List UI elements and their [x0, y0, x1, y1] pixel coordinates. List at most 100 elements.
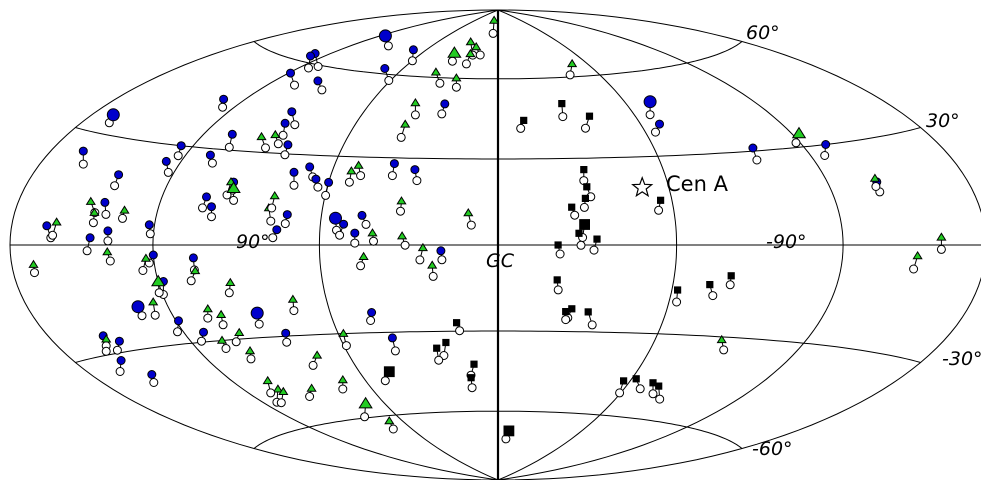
source-square — [558, 100, 566, 108]
coordinate-grid — [9, 9, 981, 480]
gc-label: GC — [486, 250, 515, 272]
open-circle-marker — [198, 203, 207, 213]
source-circle — [357, 210, 367, 220]
source-triangle — [337, 374, 348, 384]
open-circle-marker — [115, 367, 125, 376]
source-triangle — [226, 181, 241, 193]
open-circle-marker — [207, 158, 217, 168]
open-circle-marker — [466, 220, 476, 230]
source-circle — [199, 327, 208, 337]
source-triangle — [216, 335, 228, 344]
source-triangle — [148, 297, 159, 306]
open-circle-marker — [207, 212, 216, 222]
open-circle-marker — [261, 143, 270, 153]
open-circle-marker — [475, 50, 485, 60]
source-circle — [116, 356, 126, 365]
source-triangle — [102, 247, 113, 256]
source-circle — [148, 250, 158, 260]
source-triangle — [89, 207, 100, 216]
source-circle — [380, 64, 390, 73]
open-circle-marker — [267, 203, 277, 213]
cen-a-star-icon — [631, 175, 654, 198]
source-circle — [207, 202, 216, 212]
open-circle-marker — [173, 151, 183, 161]
open-circle-marker — [308, 360, 318, 370]
source-circle — [281, 328, 291, 338]
open-circle-marker — [344, 177, 354, 187]
open-circle-marker — [655, 394, 665, 404]
source-circle — [287, 107, 297, 117]
open-circle-marker — [725, 280, 735, 290]
open-circle-marker — [412, 176, 422, 186]
source-triangle — [353, 160, 364, 169]
source-triangle — [384, 416, 395, 425]
open-circle-marker — [341, 341, 351, 351]
source-circle — [219, 94, 229, 104]
open-circle-marker — [428, 271, 438, 281]
source-square — [568, 305, 576, 313]
open-circle-marker — [105, 256, 115, 266]
open-circle-marker — [555, 249, 565, 259]
source-triangle — [447, 46, 462, 58]
source-markers — [28, 15, 947, 444]
open-circle-marker — [356, 171, 366, 181]
source-triangle — [119, 205, 130, 214]
source-square — [620, 377, 628, 385]
source-triangle — [465, 37, 476, 46]
source-square — [583, 183, 591, 191]
source-circle — [655, 119, 664, 129]
source-circle — [202, 192, 211, 202]
open-circle-marker — [587, 320, 597, 330]
open-circle-marker — [565, 70, 575, 80]
source-triangle — [567, 58, 578, 68]
open-circle-marker — [273, 139, 283, 149]
lat-label-60s: -60° — [752, 438, 793, 460]
source-square — [649, 379, 657, 387]
source-triangle — [465, 48, 476, 58]
source-circle — [408, 45, 418, 55]
source-square — [584, 308, 592, 316]
open-circle-marker — [635, 384, 645, 394]
open-circle-marker — [437, 255, 447, 265]
source-square — [554, 241, 562, 249]
source-circle — [85, 233, 95, 243]
open-circle-marker — [224, 288, 234, 298]
open-circle-marker — [407, 56, 417, 66]
source-square — [706, 281, 714, 289]
open-circle-marker — [558, 112, 568, 122]
open-circle-marker — [396, 132, 406, 142]
open-circle-marker — [467, 383, 477, 393]
open-circle-marker — [280, 150, 290, 160]
open-circle-marker — [118, 213, 127, 223]
open-circle-marker — [338, 384, 348, 394]
source-circle — [387, 333, 397, 343]
source-square — [581, 194, 589, 202]
source-triangle — [396, 196, 407, 205]
source-triangle — [85, 196, 96, 205]
open-circle-marker — [570, 210, 580, 220]
source-circle — [174, 316, 183, 326]
open-circle-marker — [820, 151, 830, 160]
open-circle-marker — [360, 412, 370, 422]
source-square — [632, 375, 640, 383]
open-circle-marker — [203, 313, 213, 323]
open-circle-marker — [304, 63, 313, 73]
open-circle-marker — [313, 182, 323, 192]
source-circle — [144, 220, 154, 230]
open-circle-marker — [576, 240, 586, 250]
source-square — [453, 319, 461, 327]
source-circle — [103, 226, 113, 236]
open-circle-marker — [415, 255, 425, 265]
source-circle — [305, 162, 315, 172]
source-circle — [339, 219, 349, 229]
source-circle — [250, 306, 264, 320]
source-triangle — [489, 15, 500, 24]
source-circle — [367, 308, 377, 317]
source-triangle — [912, 250, 923, 260]
open-circle-marker — [289, 306, 299, 316]
lat-label-30s: -30° — [942, 348, 981, 370]
source-triangle — [716, 334, 727, 344]
open-circle-marker — [305, 392, 315, 401]
source-circle — [283, 140, 293, 150]
open-circle-marker — [317, 85, 327, 95]
